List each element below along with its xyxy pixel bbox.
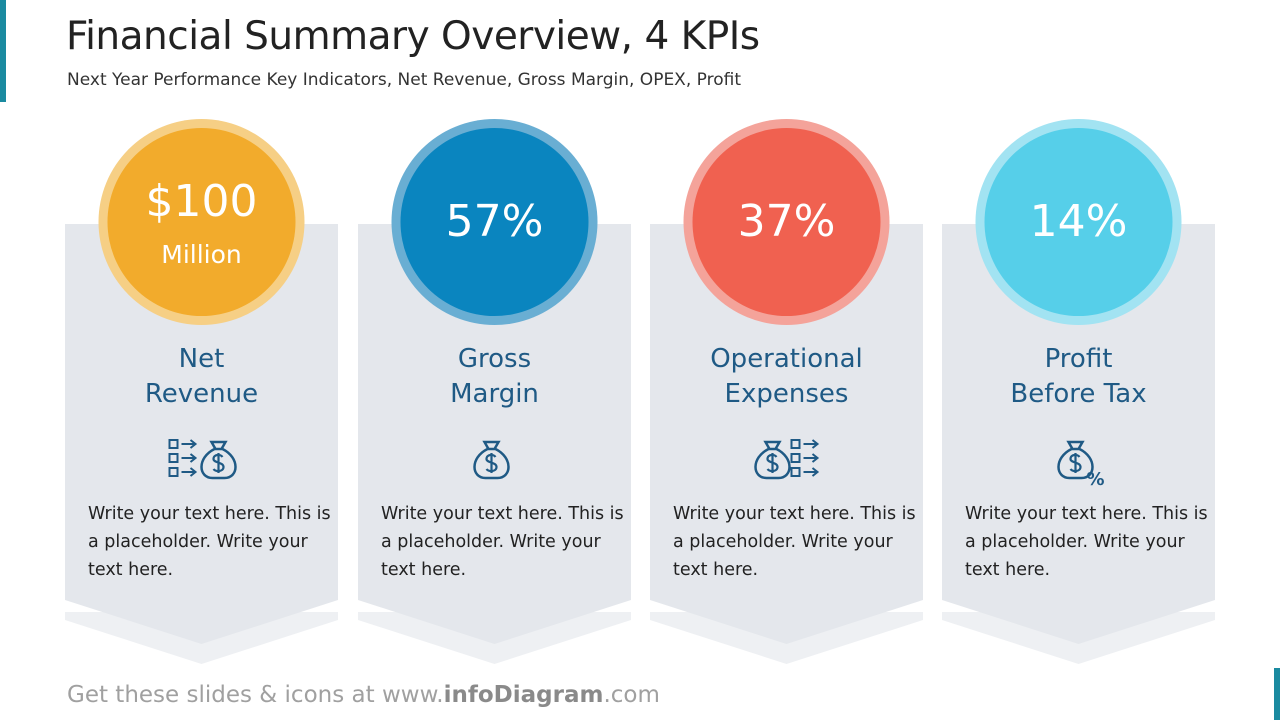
card — [65, 224, 338, 644]
kpi-unit: Million — [161, 240, 242, 269]
card — [358, 224, 631, 644]
kpi-value: 57% — [445, 196, 544, 247]
icon-shape — [766, 453, 779, 473]
card-label: Gross — [457, 344, 532, 374]
card — [650, 224, 923, 644]
icon-shape — [482, 440, 501, 451]
card — [942, 224, 1215, 644]
icon-shape — [200, 447, 237, 480]
icon-shape — [790, 453, 801, 463]
card-label: Profit — [1044, 344, 1113, 374]
card-label: Revenue — [144, 379, 259, 409]
icon-shape — [803, 467, 820, 477]
icon-shape — [1069, 453, 1082, 473]
card-label: Net — [178, 344, 225, 374]
icon-shape — [1066, 440, 1085, 451]
icon-shape — [803, 453, 820, 463]
subtitle: Next Year Performance Key Indicators, Ne… — [67, 70, 741, 90]
footer-text: Get these slides & icons at www. — [67, 682, 444, 708]
icon-shape — [181, 439, 198, 449]
card-text: Write your text here. This is a placehol… — [673, 504, 916, 580]
footer-brand: infoDiagram — [443, 682, 604, 708]
icon-shape — [473, 447, 510, 480]
kpi-value: 14% — [1029, 196, 1128, 247]
icon-shape — [212, 453, 225, 473]
title: Financial Summary Overview, 4 KPIs — [66, 14, 760, 59]
footer-text: .com — [603, 682, 660, 708]
card-label: Operational — [710, 344, 863, 374]
kpi-value: $100 — [145, 176, 258, 227]
circle — [692, 128, 881, 316]
footer: Get these slides & icons at www.infoDiag… — [67, 682, 660, 708]
circle — [984, 128, 1173, 316]
card-text: Write your text here. This is a placehol… — [381, 504, 624, 580]
icon-shape — [790, 467, 801, 477]
icon-shape — [209, 440, 228, 451]
icon — [473, 440, 510, 480]
card-text: Write your text here. This is a placehol… — [965, 504, 1208, 580]
icon-shape — [485, 453, 498, 473]
icon — [754, 439, 820, 480]
card-label: Expenses — [724, 379, 849, 409]
icon-shape — [181, 453, 198, 463]
card-text: Write your text here. This is a placehol… — [88, 504, 331, 580]
icon-shape: % — [1087, 469, 1105, 490]
accent-bar — [0, 0, 6, 102]
card-label: Margin — [450, 379, 539, 409]
icon-shape — [181, 467, 198, 477]
icon-shape — [168, 467, 179, 477]
circle — [107, 128, 296, 316]
kpi-value: 37% — [737, 196, 836, 247]
icon-shape — [168, 453, 179, 463]
icon: % — [1057, 440, 1105, 490]
icon-shape — [1057, 447, 1094, 480]
card-label: Before Tax — [1010, 379, 1147, 409]
accent-bar — [1274, 668, 1280, 720]
icon-shape — [790, 439, 801, 449]
icon-shape — [763, 440, 782, 451]
circle — [400, 128, 589, 316]
icon-shape — [803, 439, 820, 449]
icon-shape — [754, 447, 791, 480]
icon — [168, 439, 237, 480]
icon-shape — [168, 439, 179, 449]
